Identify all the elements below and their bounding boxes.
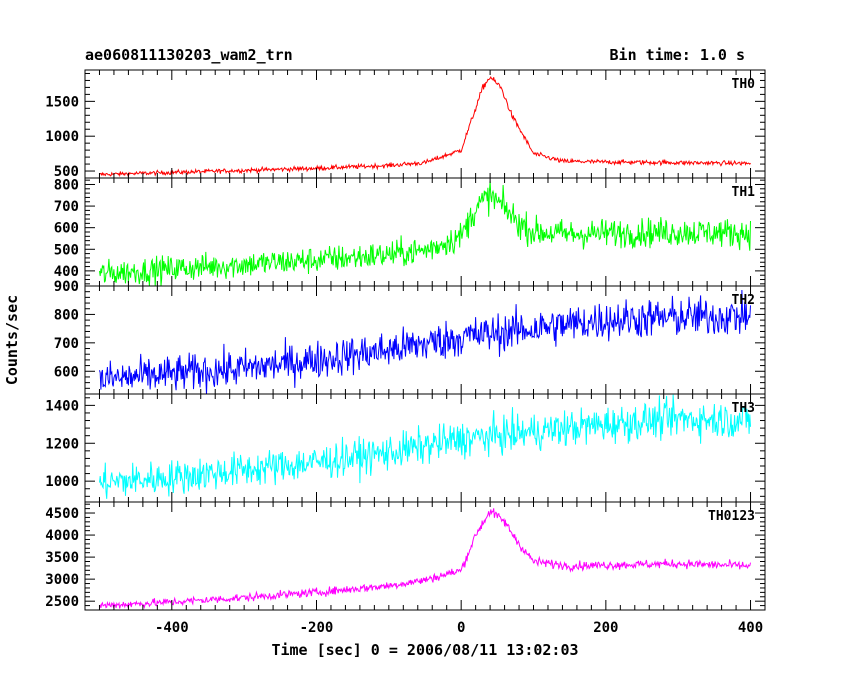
y-tick-label: 1000	[45, 129, 79, 145]
y-tick-label: 4500	[45, 506, 79, 522]
y-tick-label: 3000	[45, 572, 79, 588]
y-axis-title: Counts/sec	[3, 295, 21, 385]
x-tick-label: -200	[300, 620, 334, 636]
y-tick-label: 3500	[45, 550, 79, 566]
panel-th0: 500 1000 1500 TH0	[45, 69, 766, 180]
series-line-th2	[99, 289, 751, 394]
chart-title: ae060811130203_wam2_trn	[85, 46, 293, 64]
y-tick-label: 700	[54, 199, 79, 215]
x-tick-label: 400	[738, 620, 763, 636]
panel-th0123: 2500 3000 3500 4000 4500 TH0123	[45, 501, 766, 611]
panel-frame	[84, 501, 766, 611]
panel-th3: 1000 1200 1400 TH3	[45, 393, 766, 503]
y-tick-label: 400	[54, 264, 79, 280]
y-tick-label: 500	[54, 242, 79, 258]
y-tick-label: 1200	[45, 436, 79, 452]
x-tick-label: -400	[155, 620, 189, 636]
series-line-th3	[99, 394, 751, 499]
panels-layer: 500 1000 1500 TH0 400 500 600 700 800 TH1 600 700 80…	[45, 69, 766, 636]
y-tick-label: 2500	[45, 594, 79, 610]
x-axis-title: Time [sec] 0 = 2006/08/11 13:02:03	[271, 641, 578, 659]
panel-label-th0123: TH0123	[708, 509, 755, 524]
series-line-th1	[99, 181, 751, 286]
y-tick-label: 600	[54, 364, 79, 380]
panel-label-th2: TH2	[732, 293, 755, 308]
x-tick-label: 200	[593, 620, 618, 636]
y-tick-label: 1400	[45, 398, 79, 414]
y-tick-label: 800	[54, 177, 79, 193]
y-tick-label: 1000	[45, 474, 79, 490]
y-tick-label: 800	[54, 307, 79, 323]
panel-label-th3: TH3	[732, 401, 755, 416]
y-tick-label: 600	[54, 221, 79, 237]
x-tick-label: 0	[457, 620, 465, 636]
series-line-th0	[99, 76, 751, 178]
panel-label-th1: TH1	[732, 185, 756, 200]
y-tick-label: 1500	[45, 94, 79, 110]
y-tick-label: 500	[54, 164, 79, 180]
panel-th1: 400 500 600 700 800 TH1	[54, 177, 766, 287]
y-tick-label: 4000	[45, 528, 79, 544]
panel-label-th0: TH0	[732, 77, 756, 92]
series-line-th0123	[99, 508, 751, 610]
y-tick-label: 900	[54, 279, 79, 295]
y-tick-label: 700	[54, 336, 79, 352]
chart-subtitle: Bin time: 1.0 s	[610, 46, 745, 64]
panel-th2: 600 700 800 900 TH2	[54, 279, 766, 395]
panel-frame	[84, 393, 766, 503]
